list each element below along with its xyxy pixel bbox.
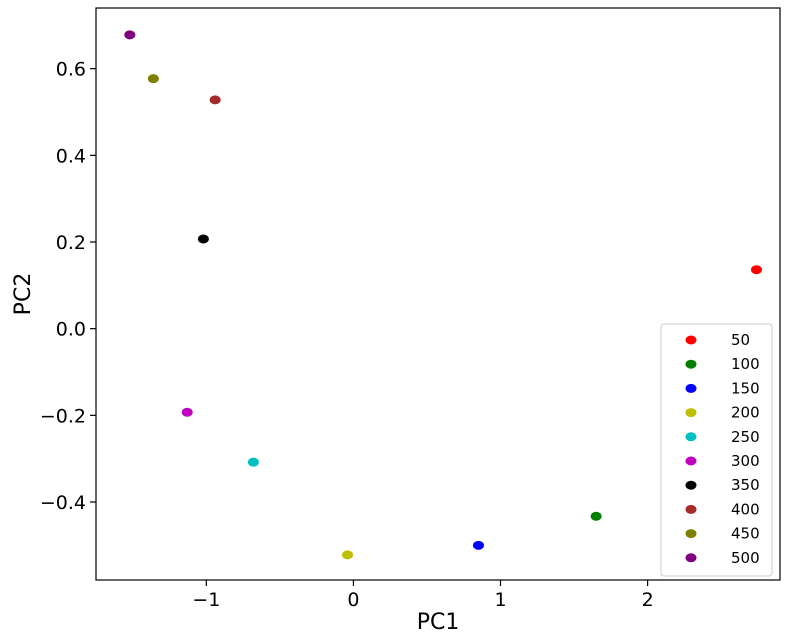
y-tick-label: 0.2 — [56, 232, 86, 254]
legend-label-250: 250 — [731, 428, 760, 446]
data-point-300 — [181, 407, 193, 417]
data-point-150 — [472, 540, 484, 550]
legend-label-50: 50 — [731, 331, 750, 349]
y-tick-label: 0.6 — [56, 59, 86, 81]
legend-marker-300 — [685, 456, 697, 466]
legend-marker-100 — [685, 359, 697, 369]
legend-label-300: 300 — [731, 452, 760, 470]
data-point-350 — [197, 234, 209, 244]
legend-marker-400 — [685, 504, 697, 514]
y-tick-label: 0.4 — [56, 145, 86, 167]
x-tick-label: 0 — [347, 589, 359, 611]
legend-label-150: 150 — [731, 379, 760, 397]
legend-label-450: 450 — [731, 525, 760, 543]
legend: 50 100 150 200 250 300 350 400 450 500 — [660, 323, 773, 577]
legend-marker-450 — [685, 529, 697, 539]
x-axis-ticks: −1 0 1 2 — [192, 580, 654, 611]
plot-area — [95, 7, 781, 581]
data-point-400 — [209, 95, 221, 105]
legend-label-100: 100 — [731, 355, 760, 373]
legend-label-500: 500 — [731, 549, 760, 567]
y-tick-label: −0.2 — [40, 405, 86, 427]
data-point-50 — [750, 265, 762, 275]
data-point-450 — [147, 74, 159, 84]
legend-marker-500 — [685, 553, 697, 563]
y-tick-label: −0.4 — [40, 492, 86, 514]
legend-label-200: 200 — [731, 404, 760, 422]
data-point-250 — [247, 457, 259, 467]
x-axis-label: PC1 — [417, 610, 460, 635]
legend-marker-250 — [685, 432, 697, 442]
data-point-200 — [342, 550, 354, 560]
legend-marker-150 — [685, 383, 697, 393]
legend-marker-200 — [685, 408, 697, 418]
legend-marker-350 — [685, 480, 697, 490]
data-points — [124, 30, 762, 560]
data-point-500 — [124, 30, 136, 40]
legend-label-400: 400 — [731, 500, 760, 518]
legend-marker-50 — [685, 335, 697, 345]
x-tick-label: −1 — [192, 589, 220, 611]
x-tick-label: 2 — [642, 589, 654, 611]
y-axis-ticks: −0.4 −0.2 0.0 0.2 0.4 0.6 — [40, 59, 96, 514]
y-axis-label: PC2 — [11, 273, 36, 316]
legend-label-350: 350 — [731, 476, 760, 494]
data-point-100 — [590, 511, 602, 521]
x-tick-label: 1 — [494, 589, 506, 611]
y-tick-label: 0.0 — [56, 319, 86, 341]
axes-frame — [95, 7, 781, 581]
